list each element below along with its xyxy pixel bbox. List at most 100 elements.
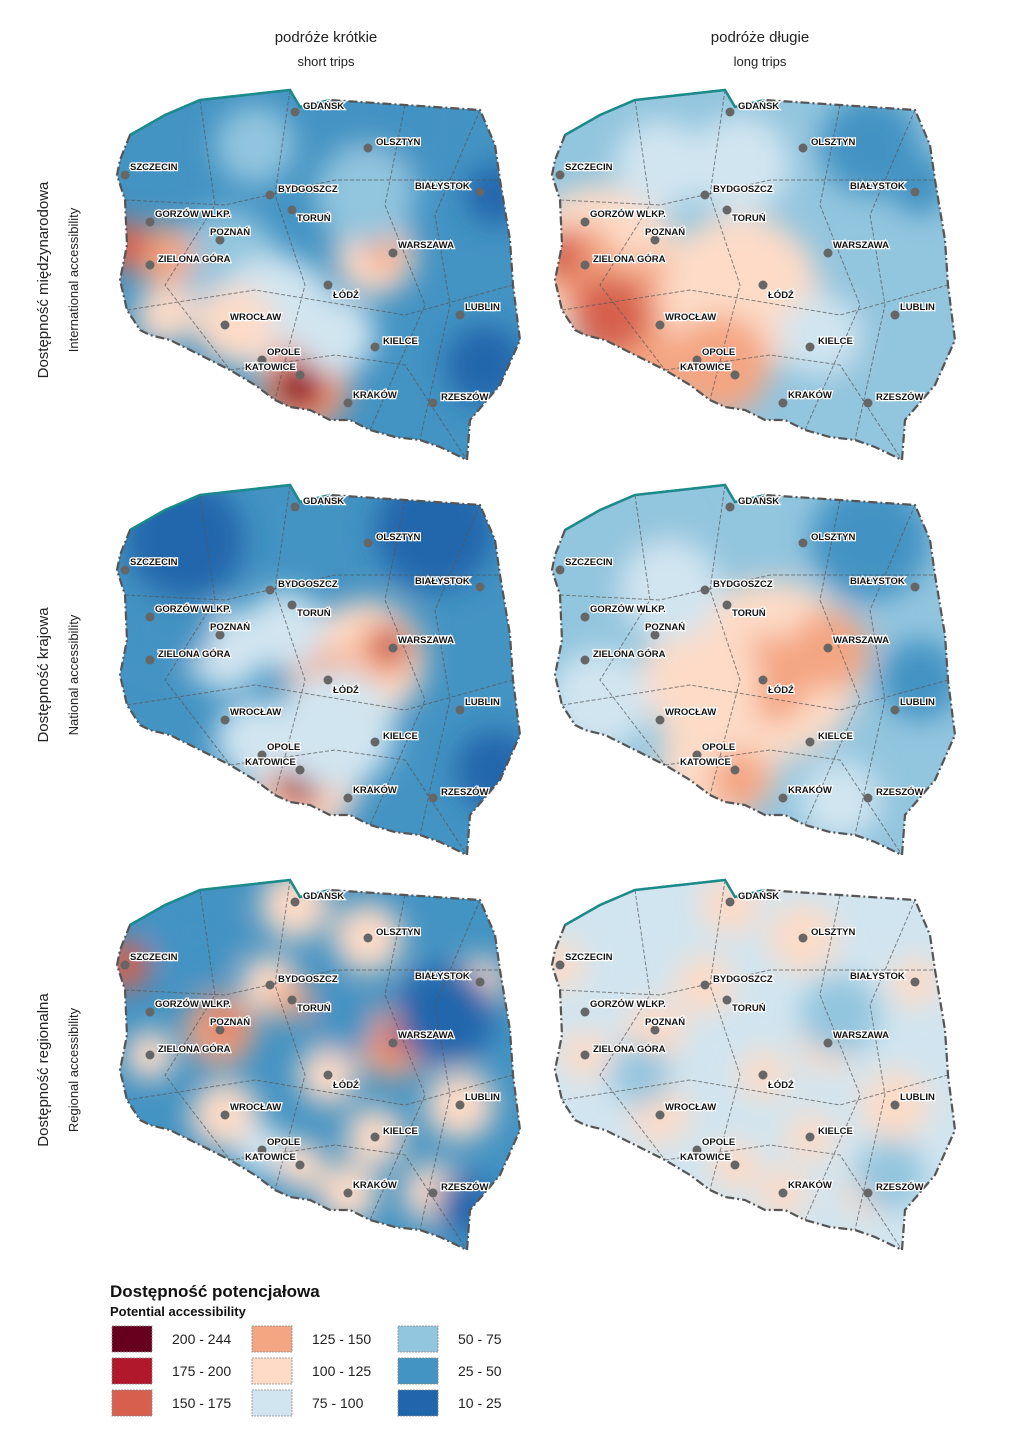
country-border: [550, 483, 957, 857]
legend-swatch: [397, 1389, 439, 1417]
region-border: [419, 899, 481, 1231]
city-dot: [343, 398, 353, 408]
city-label: KRAKÓW: [353, 784, 397, 796]
city-label: WROCŁAW: [665, 1102, 716, 1113]
city-dot: [725, 897, 735, 907]
region-border: [664, 1144, 903, 1250]
city-label: SZCZECIN: [130, 952, 178, 963]
city-dot: [730, 370, 740, 380]
city-label: ŁÓDŹ: [333, 684, 359, 696]
city-dot: [215, 235, 225, 245]
region-border: [229, 1144, 468, 1250]
region-border: [274, 485, 306, 796]
city-dot: [120, 565, 130, 575]
city-dot: [323, 1070, 333, 1080]
city-dot: [295, 370, 305, 380]
row-title: Dostępność regionalna: [35, 993, 52, 1147]
city-dot: [580, 260, 590, 270]
city-label: KIELCE: [383, 731, 418, 742]
city-dot: [290, 502, 300, 512]
city-dot: [428, 1188, 438, 1198]
city-dot: [580, 1050, 590, 1060]
city-dot: [145, 612, 155, 622]
region-border: [419, 504, 481, 836]
city-dot: [910, 187, 920, 197]
city-dot: [287, 995, 297, 1005]
city-dot: [890, 705, 900, 715]
region-border: [561, 284, 949, 316]
area: [780, 295, 860, 375]
legend-swatch: [251, 1325, 293, 1353]
area: [155, 895, 235, 975]
city-dot: [257, 355, 267, 365]
city-label: GORZÓW WLKP.: [590, 998, 666, 1010]
city-dot: [215, 1025, 225, 1035]
region-border: [804, 104, 861, 431]
city-label: WARSZAWA: [833, 635, 889, 646]
map-panel: GDAŃSK OLSZTYN SZCZECIN BYDGOSZCZ BIAŁYSTOK G…: [115, 878, 522, 1252]
city-dot: [910, 977, 920, 987]
country-border: [115, 483, 522, 857]
legend-label: 175 - 200: [172, 1363, 231, 1379]
region-border: [599, 494, 666, 766]
city-dot: [798, 933, 808, 943]
city-label: BIAŁYSTOK: [850, 576, 905, 587]
area: [710, 750, 770, 810]
city-dot: [145, 260, 155, 270]
area: [125, 485, 245, 600]
row-subtitle: International accessibility: [66, 207, 81, 352]
area: [275, 670, 395, 790]
city-dot: [655, 1110, 665, 1120]
city-dot: [700, 980, 710, 990]
city-dot: [287, 600, 297, 610]
area: [117, 220, 150, 270]
country-border: [115, 88, 522, 462]
area: [135, 285, 195, 345]
coast: [564, 88, 766, 137]
city-label: WROCŁAW: [665, 707, 716, 718]
city-dot: [145, 217, 155, 227]
legend-title: Dostępność potencjałowa: [110, 1282, 320, 1301]
region-border: [561, 1074, 949, 1106]
city-label: GDAŃSK: [303, 101, 344, 112]
city-label: OPOLE: [267, 742, 300, 753]
city-dot: [215, 630, 225, 640]
city-label: WROCŁAW: [230, 312, 281, 323]
area: [315, 995, 375, 1055]
area: [830, 265, 950, 385]
coast: [129, 483, 331, 532]
city-dot: [370, 737, 380, 747]
city-dot: [220, 715, 230, 725]
region-border: [559, 179, 935, 206]
city-label: BYDGOSZCZ: [713, 184, 773, 195]
region-border: [559, 574, 935, 601]
city-label: LUBLIN: [900, 302, 935, 313]
region-border: [124, 179, 500, 206]
city-label: GDAŃSK: [303, 891, 344, 902]
city-label: GORZÓW WLKP.: [590, 603, 666, 615]
coast: [129, 878, 331, 927]
city-label: WROCŁAW: [230, 707, 281, 718]
region-border: [124, 574, 500, 601]
city-label: LUBLIN: [465, 697, 500, 708]
city-dot: [455, 310, 465, 320]
city-dot: [290, 107, 300, 117]
city-label: ŁÓDŹ: [333, 289, 359, 301]
city-label: BIAŁYSTOK: [415, 181, 470, 192]
country-border: [550, 88, 957, 462]
city-dot: [257, 750, 267, 760]
city-label: TORUŃ: [297, 608, 331, 619]
city-label: RZESZÓW: [441, 1181, 489, 1193]
city-dot: [650, 1025, 660, 1035]
city-dot: [778, 1188, 788, 1198]
area: [552, 650, 650, 750]
city-label: ZIELONA GÓRA: [158, 1043, 231, 1055]
area: [880, 640, 955, 720]
legend-label: 50 - 75: [458, 1331, 502, 1347]
column-subtitle: long trips: [734, 54, 787, 69]
map-panel: GDAŃSK OLSZTYN SZCZECIN BYDGOSZCZ BIAŁYSTOK G…: [550, 878, 957, 1252]
city-dot: [287, 205, 297, 215]
city-dot: [388, 643, 398, 653]
city-label: BIAŁYSTOK: [850, 971, 905, 982]
city-label: KRAKÓW: [788, 389, 832, 401]
